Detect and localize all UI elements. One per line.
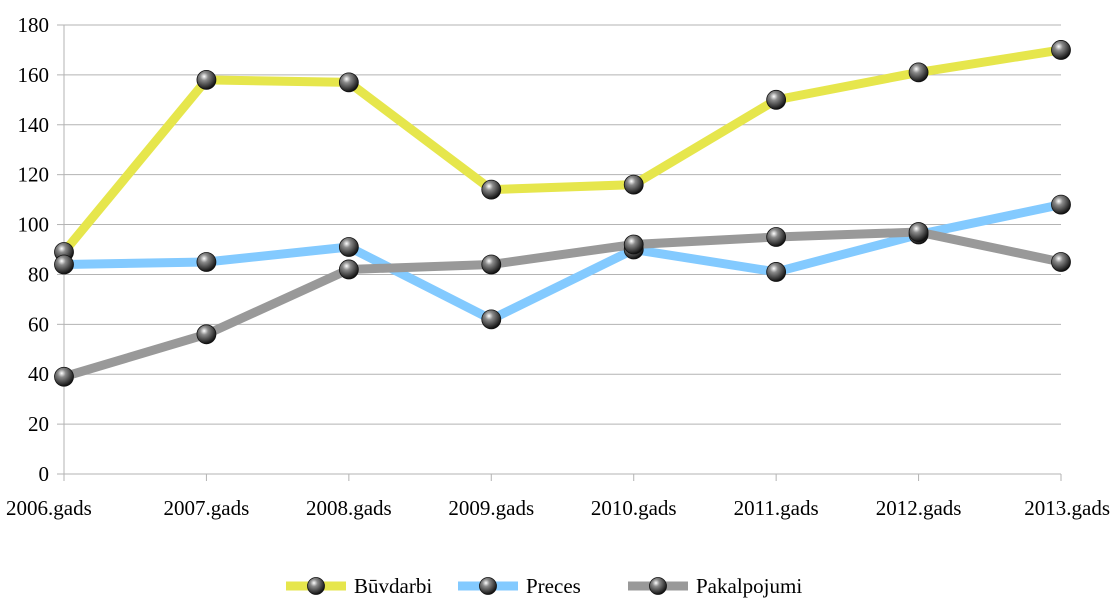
data-point-Preces-2013.gads (1051, 194, 1071, 215)
x-tick-label-2013.gads: 2013.gads (1024, 496, 1110, 520)
data-point-Būvdarbi-2011.gads (766, 89, 787, 110)
data-point-Preces-2009.gads (481, 309, 502, 330)
y-tick-label-140: 140 (18, 113, 50, 137)
data-point-Pakalpojumi-2012.gads (908, 222, 929, 242)
legend-label: Būvdarbi (354, 574, 432, 598)
series-line-Preces (63, 200, 1062, 325)
y-tick-label-180: 180 (18, 13, 50, 37)
data-point-Preces-2011.gads (766, 262, 787, 282)
x-tick-label-2007.gads: 2007.gads (164, 496, 250, 520)
x-tick-label-2008.gads: 2008.gads (306, 496, 392, 520)
x-axis-tick-labels: 2006.gads 2007.gads 2008.gads 2009.gads 2010… (6, 496, 1110, 520)
x-tick-label-2009.gads: 2009.gads (448, 496, 534, 520)
series-line-Pakalpojumi (62, 227, 1062, 382)
legend-marker-icon (649, 577, 667, 595)
data-point-Būvdarbi-2007.gads (196, 69, 217, 90)
y-tick-label-0: 0 (39, 462, 50, 486)
x-tick-label-2011.gads: 2011.gads (734, 496, 819, 520)
data-point-Būvdarbi-2013.gads (1051, 40, 1071, 60)
legend-item-Pakalpojumi: Pakalpojumi (628, 574, 802, 598)
data-point-Pakalpojumi-2006.gads (54, 366, 74, 387)
data-point-Būvdarbi-2008.gads (338, 72, 359, 93)
series-lines (60, 45, 1062, 382)
x-tick-label-2010.gads: 2010.gads (591, 496, 677, 520)
data-point-Būvdarbi-2012.gads (908, 62, 929, 83)
y-tick-label-80: 80 (28, 262, 49, 286)
data-point-Pakalpojumi-2009.gads (481, 254, 502, 275)
y-axis-tick-labels: 0 20 40 60 80 100 120 140 160 180 (18, 13, 50, 486)
legend-label: Preces (526, 574, 581, 598)
y-tick-label-40: 40 (28, 362, 49, 386)
data-point-Būvdarbi-2010.gads (623, 174, 644, 195)
data-point-Pakalpojumi-2013.gads (1051, 252, 1071, 272)
y-tick-label-100: 100 (18, 213, 50, 237)
y-tick-label-60: 60 (28, 312, 49, 336)
y-tick-label-120: 120 (18, 163, 50, 187)
legend-label: Pakalpojumi (696, 574, 802, 598)
legend-item-Preces: Preces (458, 574, 581, 598)
data-point-Pakalpojumi-2007.gads (196, 324, 217, 345)
legend-marker-icon (307, 577, 325, 595)
legend: Būvdarbi Preces Pakalpojumi (286, 574, 802, 598)
legend-item-Būvdarbi: Būvdarbi (286, 574, 432, 598)
data-point-markers (54, 40, 1071, 387)
x-tick-label-2012.gads: 2012.gads (876, 496, 962, 520)
x-tick-label-2006.gads: 2006.gads (6, 496, 92, 520)
data-point-Preces-2007.gads (196, 252, 217, 272)
data-point-Pakalpojumi-2010.gads (623, 234, 644, 255)
y-tick-label-160: 160 (18, 63, 50, 87)
y-tick-label-20: 20 (28, 412, 49, 436)
legend-marker-icon (479, 577, 497, 595)
series-line-Būvdarbi (60, 45, 1062, 255)
data-point-Pakalpojumi-2011.gads (766, 227, 787, 247)
data-point-Pakalpojumi-2008.gads (338, 259, 359, 280)
data-point-Būvdarbi-2009.gads (481, 179, 502, 200)
data-point-Preces-2006.gads (54, 254, 74, 275)
data-point-Preces-2008.gads (338, 237, 359, 257)
